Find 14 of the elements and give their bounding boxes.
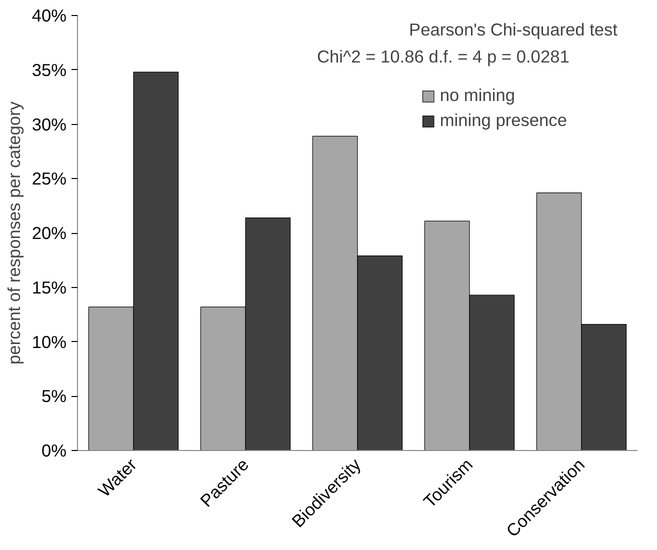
- y-tick-label: 20%: [32, 223, 67, 243]
- y-tick-label: 30%: [32, 114, 67, 134]
- y-tick-label: 35%: [32, 60, 67, 80]
- y-tick-label: 15%: [32, 277, 67, 298]
- annotation: Chi^2 = 10.86 d.f. = 4 p = 0.0281: [317, 46, 570, 66]
- y-tick-label: 40%: [32, 6, 67, 26]
- y-tick-label: 0%: [41, 440, 66, 460]
- legend-label: mining presence: [440, 110, 567, 131]
- legend-label: no mining: [440, 85, 515, 106]
- y-axis-title: percent of responses per category: [4, 101, 24, 364]
- y-tick-label: 10%: [32, 332, 67, 352]
- annotation: Pearson's Chi-squared test: [409, 20, 618, 40]
- y-tick-label: 25%: [32, 168, 67, 189]
- y-tick-label: 5%: [41, 386, 66, 406]
